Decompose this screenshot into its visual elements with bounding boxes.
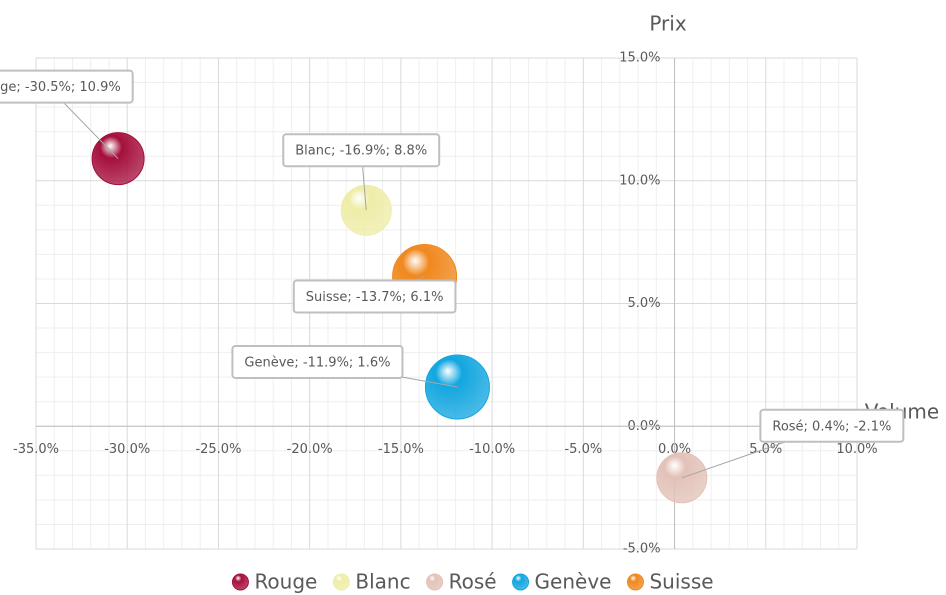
x-tick-label: 5.0%	[749, 442, 782, 457]
data-label-box	[292, 279, 457, 314]
data-label-box	[231, 344, 404, 379]
data-label: Rouge; -30.5%; 10.9%	[0, 80, 121, 95]
x-tick-label: -20.0%	[287, 442, 333, 457]
y-tick-label: 10.0%	[619, 173, 660, 188]
legend: Rouge Blanc Rosé Genève Suisse	[231, 570, 714, 594]
data-label: Suisse; -13.7%; 6.1%	[306, 290, 444, 305]
data-label: Genève; -11.9%; 1.6%	[244, 355, 390, 370]
x-tick-label: -10.0%	[469, 442, 515, 457]
legend-label: Genève	[535, 570, 612, 594]
y-tick-label: -5.0%	[623, 542, 661, 557]
x-tick-label: 10.0%	[836, 442, 877, 457]
legend-marker	[626, 573, 644, 591]
x-tick-label: -25.0%	[195, 442, 241, 457]
legend-label: Rosé	[449, 570, 497, 594]
y-tick-label: 15.0%	[619, 51, 660, 66]
x-tick-label: -15.0%	[378, 442, 424, 457]
data-label: Rosé; 0.4%; -2.1%	[772, 419, 891, 434]
data-label: Blanc; -16.9%; 8.8%	[295, 144, 427, 159]
legend-label: Suisse	[649, 570, 713, 594]
legend-label: Blanc	[355, 570, 410, 594]
y-tick-label: 5.0%	[628, 296, 661, 311]
data-label-box	[282, 133, 441, 168]
y-axis-title: Prix	[649, 12, 686, 36]
x-tick-label: -35.0%	[13, 442, 59, 457]
legend-marker	[231, 573, 249, 591]
legend-marker	[512, 573, 530, 591]
legend-marker	[332, 573, 350, 591]
data-label-box	[759, 408, 905, 443]
x-tick-label: -5.0%	[564, 442, 602, 457]
data-label-box	[0, 69, 134, 104]
x-tick-label: -30.0%	[104, 442, 150, 457]
legend-marker	[426, 573, 444, 591]
legend-label: Rouge	[254, 570, 317, 594]
